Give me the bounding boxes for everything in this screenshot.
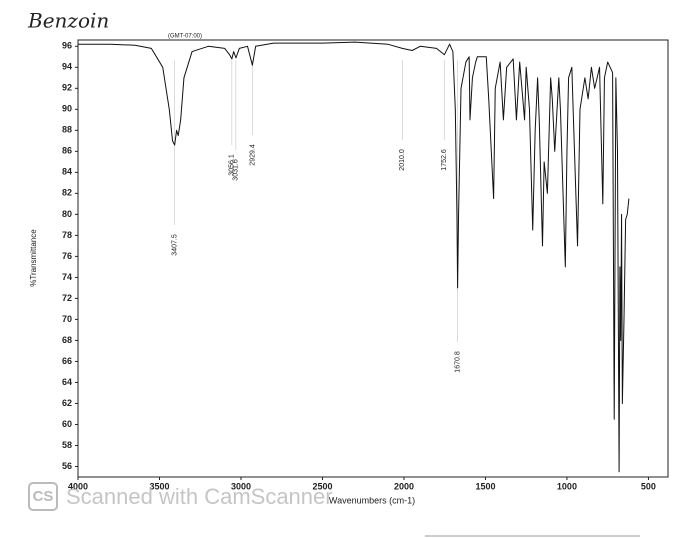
y-tick-label: 86: [62, 146, 72, 156]
y-tick-label: 56: [62, 461, 72, 471]
plot-frame: [77, 39, 669, 478]
peak-label: 3407.5: [171, 234, 178, 256]
y-tick-label: 74: [62, 272, 72, 282]
x-tick-label: 500: [641, 481, 656, 491]
x-tick-label: 2000: [394, 481, 414, 491]
y-tick-label: 84: [62, 167, 72, 177]
y-tick-label: 62: [62, 398, 72, 408]
y-tick-label: 58: [62, 440, 72, 450]
y-tick-label: 92: [62, 83, 72, 93]
y-tick-label: 78: [62, 230, 72, 240]
peak-label: 3031.6: [233, 159, 240, 181]
peak-label: 2010.0: [399, 149, 406, 171]
y-tick-label: 70: [62, 314, 72, 324]
y-tick-label: 76: [62, 251, 72, 261]
x-tick-label: 2500: [312, 481, 332, 491]
y-tick-label: 94: [62, 62, 72, 72]
peak-label: 1752.6: [441, 149, 448, 171]
y-tick-label: 82: [62, 188, 72, 198]
spectrum-line: [78, 41, 630, 473]
chart-subtitle: (GMT-07:00): [168, 34, 202, 40]
watermark-logo-box: [28, 482, 58, 511]
peak-label: 1670.8: [454, 351, 461, 373]
chart-title: Benzoin: [27, 9, 109, 33]
y-tick-label: 88: [62, 125, 72, 135]
watermark: Scanned with CamScanner: [66, 484, 333, 509]
y-tick-label: 80: [62, 209, 72, 219]
y-tick-label: 72: [62, 293, 72, 303]
y-tick-label: 68: [62, 335, 72, 345]
peak-label: 2929.4: [249, 144, 256, 166]
y-tick-label: 60: [62, 419, 72, 429]
y-tick-label: 66: [62, 356, 72, 366]
x-tick-label: 1500: [475, 481, 495, 491]
y-tick-label: 96: [62, 41, 72, 51]
y-tick-label: 64: [62, 377, 72, 387]
x-tick-label: 4000: [68, 481, 88, 491]
y-axis-label: %Transmittance: [29, 229, 38, 287]
y-tick-label: 90: [62, 104, 72, 114]
peak-label: 3056.1: [229, 154, 236, 176]
x-tick-label: 3500: [149, 481, 169, 491]
x-axis-label: Wavenumbers (cm-1): [329, 495, 415, 505]
watermark-logo: CS: [33, 488, 54, 505]
x-tick-label: 1000: [557, 481, 577, 491]
x-tick-label: 3000: [231, 481, 251, 491]
